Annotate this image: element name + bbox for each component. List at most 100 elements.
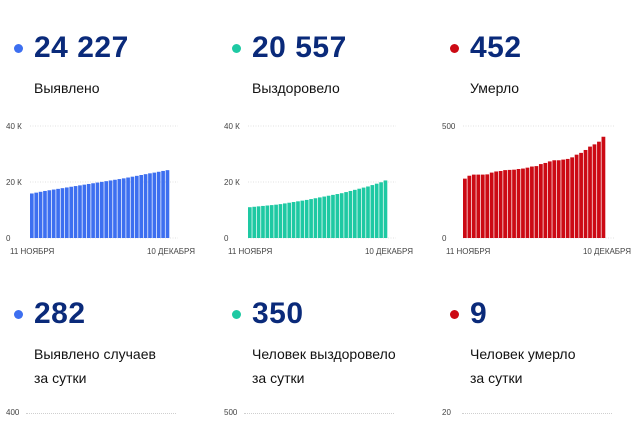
recovered-bar xyxy=(361,187,366,238)
recovered-dot-icon xyxy=(232,44,241,53)
deaths-bar xyxy=(485,174,490,238)
detected-bar xyxy=(47,190,52,238)
recovered-bar xyxy=(335,194,340,238)
recovered-bar xyxy=(283,203,287,238)
recovered-bar xyxy=(300,200,305,238)
deaths-label: Умерло xyxy=(470,80,520,96)
detected-bar xyxy=(139,175,144,238)
deaths-bar xyxy=(498,171,503,238)
daily-detected-dot-icon xyxy=(14,310,23,319)
recovered-y-tick-label: 0 xyxy=(224,234,229,243)
deaths-bar xyxy=(467,175,472,238)
recovered-bar xyxy=(313,198,318,238)
deaths-chart: 500 0 11 НОЯБРЯ 10 ДЕКАБРЯ xyxy=(442,122,631,256)
deaths-bar xyxy=(583,149,588,238)
recovered-bar xyxy=(322,196,327,238)
deaths-bar xyxy=(592,144,597,238)
daily-deaths-label-2: за сутки xyxy=(470,370,523,386)
recovered-bar xyxy=(274,204,278,238)
recovered-chart: 40 К 20 К 0 11 НОЯБРЯ 10 ДЕКАБРЯ xyxy=(224,122,413,256)
recovered-bar xyxy=(353,189,357,238)
deaths-bar xyxy=(512,169,516,238)
daily-recovered-label-2: за сутки xyxy=(252,370,305,386)
deaths-bar xyxy=(534,166,539,238)
recovered-bar xyxy=(291,202,296,238)
recovered-bar xyxy=(304,199,309,238)
deaths-bar xyxy=(489,172,494,238)
detected-bar xyxy=(95,182,100,238)
recovered-bar xyxy=(318,197,322,238)
detected-bar xyxy=(135,175,139,238)
daily-deaths-dot-icon xyxy=(450,310,459,319)
detected-bar xyxy=(148,173,152,238)
detected-bar xyxy=(30,193,34,238)
recovered-bar xyxy=(366,186,370,238)
deaths-bar xyxy=(530,166,534,238)
recovered-bar xyxy=(296,201,300,238)
deaths-bar xyxy=(543,162,548,238)
detected-bar xyxy=(126,177,130,238)
deaths-bar xyxy=(547,161,552,238)
detected-total: 24 227 xyxy=(34,31,129,64)
recovered-bar xyxy=(339,193,344,238)
detected-bar xyxy=(69,186,74,238)
detected-bar xyxy=(130,176,135,238)
recovered-bar xyxy=(379,182,383,238)
recovered-bar xyxy=(348,190,353,238)
deaths-bar xyxy=(471,174,476,238)
detected-bar xyxy=(108,180,113,238)
daily-recovered-chart-top-tick: 500 xyxy=(224,408,238,417)
recovered-bar xyxy=(252,206,257,238)
detected-bar xyxy=(34,192,39,238)
detected-bar xyxy=(82,184,87,238)
deaths-bar xyxy=(570,157,575,238)
daily-recovered-label-1: Человек выздоровело xyxy=(252,346,396,362)
daily-recovered-chart-gridline xyxy=(244,413,394,414)
recovered-bar xyxy=(265,205,270,238)
detected-x-label-end: 10 ДЕКАБРЯ xyxy=(147,247,195,256)
deaths-total: 452 xyxy=(470,31,522,64)
deaths-bar xyxy=(463,178,467,238)
recovered-bar xyxy=(326,195,331,238)
detected-bar xyxy=(165,170,170,238)
deaths-bar xyxy=(507,169,512,238)
detected-bar xyxy=(43,190,47,238)
deaths-bar xyxy=(556,160,561,238)
daily-deaths-chart-gridline xyxy=(462,413,612,414)
deaths-bar xyxy=(561,159,566,238)
daily-detected-label-2: за сутки xyxy=(34,370,87,386)
recovered-bar xyxy=(269,205,274,238)
recovered-bar xyxy=(357,188,362,238)
detected-chart: 40 К 20 К 0 11 НОЯБРЯ 10 ДЕКАБРЯ xyxy=(6,122,195,256)
deaths-y-tick-label: 500 xyxy=(442,122,456,131)
detected-bar xyxy=(117,179,122,238)
detected-bar xyxy=(56,188,60,238)
daily-deaths-chart-top-tick: 20 xyxy=(442,408,451,417)
detected-bar xyxy=(161,170,165,238)
detected-y-tick-label: 40 К xyxy=(6,122,22,131)
recovered-bar xyxy=(287,202,292,238)
daily-deaths-label-1: Человек умерло xyxy=(470,346,576,362)
recovered-bar xyxy=(344,192,348,238)
deaths-bar xyxy=(521,168,525,238)
recovered-bar xyxy=(370,185,375,238)
recovered-bar xyxy=(256,206,261,238)
detected-x-label-start: 11 НОЯБРЯ xyxy=(10,247,55,256)
detected-bar xyxy=(152,172,157,238)
daily-detected-label-1: Выявлено случаев xyxy=(34,346,156,362)
daily-detected-value: 282 xyxy=(34,297,86,330)
deaths-dot-icon xyxy=(450,44,459,53)
recovered-bar xyxy=(261,205,265,238)
recovered-label: Выздоровело xyxy=(252,80,340,96)
detected-bar xyxy=(86,183,91,238)
detected-bar xyxy=(100,181,104,238)
recovered-x-label-end: 10 ДЕКАБРЯ xyxy=(365,247,413,256)
detected-bar xyxy=(91,183,95,238)
recovered-bar xyxy=(248,207,252,238)
detected-bar xyxy=(143,174,148,238)
deaths-bar xyxy=(552,160,557,238)
daily-recovered-value: 350 xyxy=(252,297,304,330)
recovered-total: 20 557 xyxy=(252,31,347,64)
recovered-bar xyxy=(309,199,313,238)
detected-bar xyxy=(104,181,109,238)
